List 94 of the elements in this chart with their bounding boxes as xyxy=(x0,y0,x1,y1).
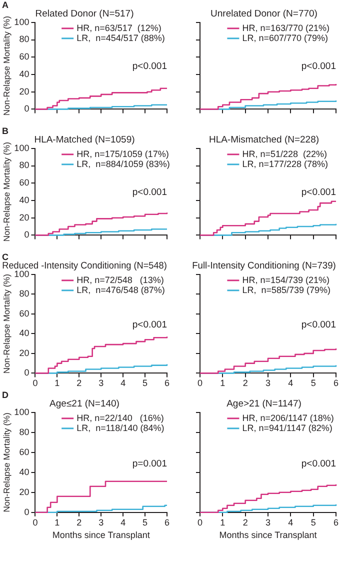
text: C xyxy=(2,252,9,262)
y-tick-label: 80 xyxy=(19,288,30,299)
y-tick-label: 0 xyxy=(24,104,30,114)
y-axis-title: Non-Relapse Mortality (%) xyxy=(1,274,12,374)
y-tick-label: 0 xyxy=(24,368,30,378)
legend-label: HR, n=51/228 (22%) xyxy=(242,148,327,159)
y-tick-label: 80 xyxy=(19,160,30,170)
x-tick-label: 6 xyxy=(164,517,170,528)
x-tick-label: 2 xyxy=(242,517,248,528)
y-tick-label: 60 xyxy=(19,446,30,457)
y-tick-label: 40 xyxy=(19,194,30,205)
text: D xyxy=(2,390,9,400)
chart-title: HLA-Matched (N=1059) xyxy=(34,134,135,146)
y-tick-label: 0 xyxy=(24,506,30,517)
x-tick-label: 4 xyxy=(120,517,126,528)
annotation: p<0.001 xyxy=(132,60,167,72)
annotation: p<0.001 xyxy=(301,458,336,470)
chart-title: Reduced -Intensity Conditioning (N=548) xyxy=(2,260,167,270)
x-tick-label: 5 xyxy=(142,517,148,528)
annotation: p<0.001 xyxy=(301,60,336,72)
x-tick-label: 3 xyxy=(265,517,271,528)
y-tick-label: 20 xyxy=(19,348,30,358)
y-tick-label: 100 xyxy=(14,142,30,153)
legend-label: HR, n=175/1059 (17%) xyxy=(76,148,169,159)
y-tick-label: 100 xyxy=(14,406,30,417)
y-tick-label: 100 xyxy=(14,16,30,27)
chart-title: Related Donor (N=517) xyxy=(35,8,134,20)
x-axis-title: Months since Transplant xyxy=(52,530,150,540)
legend-label: HR, n=22/140 (16%) xyxy=(76,412,164,423)
x-tick-label: 5 xyxy=(310,378,316,388)
annotation: p<0.001 xyxy=(132,186,167,198)
y-tick-label: 20 xyxy=(19,86,30,96)
legend-label: LR, n=884/1059 (83%) xyxy=(76,158,170,169)
x-tick-label: 2 xyxy=(76,378,82,388)
annotation: p=0.001 xyxy=(132,458,167,470)
y-tick-label: 20 xyxy=(19,212,30,222)
y-tick-label: 60 xyxy=(19,178,30,188)
legend-label: LR, n=941/1147 (82%) xyxy=(242,422,332,433)
x-tick-label: 5 xyxy=(142,378,148,388)
x-tick-label: 1 xyxy=(54,517,60,528)
y-tick-label: 40 xyxy=(19,328,30,338)
chart-title: Full-Intensity Conditioning (N=739) xyxy=(192,259,336,270)
legend-label: HR, n=72/548 (13%) xyxy=(76,274,164,285)
annotation: p<0.001 xyxy=(301,186,336,198)
y-axis-title: Non-Relapse Mortality (%) xyxy=(1,16,12,116)
legend-label: LR, n=585/739 (79%) xyxy=(242,284,331,295)
legend-label: LR, n=177/228 (78%) xyxy=(242,158,328,169)
x-tick-label: 0 xyxy=(32,378,38,388)
legend-label: LR, n=118/140 (84%) xyxy=(76,422,164,433)
legend-label: HR, n=163/770 (21%) xyxy=(242,22,330,33)
x-tick-label: 4 xyxy=(288,378,294,388)
y-tick-label: 20 xyxy=(19,486,30,497)
chart-title: Age≤21 (N=140) xyxy=(50,398,120,410)
x-tick-label: 6 xyxy=(333,378,339,388)
legend-label: HR, n=63/517 (12%) xyxy=(76,22,162,33)
y-axis-title: Non-Relapse Mortality (%) xyxy=(1,412,12,512)
x-axis-title: Months since Transplant xyxy=(219,530,318,540)
y-axis-title: Non-Relapse Mortality (%) xyxy=(1,142,12,242)
x-tick-label: 2 xyxy=(242,378,248,388)
x-tick-label: 1 xyxy=(220,378,226,388)
x-tick-label: 4 xyxy=(120,378,126,388)
legend-label: HR, n=154/739 (21%) xyxy=(242,274,330,285)
x-tick-label: 2 xyxy=(76,517,82,528)
y-tick-label: 0 xyxy=(24,230,30,240)
chart-title: HLA-Mismatched (N=228) xyxy=(208,134,320,146)
legend-label: HR, n=206/1147 (18%) xyxy=(242,412,334,423)
y-tick-label: 60 xyxy=(19,308,30,318)
x-tick-label: 4 xyxy=(288,517,294,528)
x-tick-label: 1 xyxy=(220,517,226,528)
x-tick-label: 0 xyxy=(197,378,203,388)
x-tick-label: 0 xyxy=(32,517,38,528)
text: A xyxy=(2,0,9,10)
text: B xyxy=(2,126,9,136)
x-tick-label: 3 xyxy=(98,517,104,528)
x-tick-label: 5 xyxy=(310,517,316,528)
chart-title: Age>21 (N=1147) xyxy=(226,398,302,410)
annotation: p<0.001 xyxy=(132,320,167,331)
y-tick-label: 40 xyxy=(19,68,30,79)
y-tick-label: 60 xyxy=(19,52,30,62)
x-tick-label: 6 xyxy=(333,517,339,528)
x-tick-label: 1 xyxy=(54,378,60,388)
y-tick-label: 40 xyxy=(19,466,30,477)
legend-label: LR, n=454/517 (88%) xyxy=(76,32,165,43)
chart-title: Unrelated Donor (N=770) xyxy=(210,8,318,20)
y-tick-label: 100 xyxy=(14,268,30,279)
annotation: p<0.001 xyxy=(301,320,336,331)
x-tick-label: 3 xyxy=(265,378,271,388)
x-tick-label: 6 xyxy=(164,378,170,388)
x-tick-label: 3 xyxy=(98,378,104,388)
y-tick-label: 80 xyxy=(19,426,30,437)
legend-label: LR, n=607/770 (79%) xyxy=(242,32,328,43)
legend-label: LR, n=476/548 (87%) xyxy=(76,284,165,295)
x-tick-label: 0 xyxy=(197,517,203,528)
y-tick-label: 80 xyxy=(19,34,30,44)
